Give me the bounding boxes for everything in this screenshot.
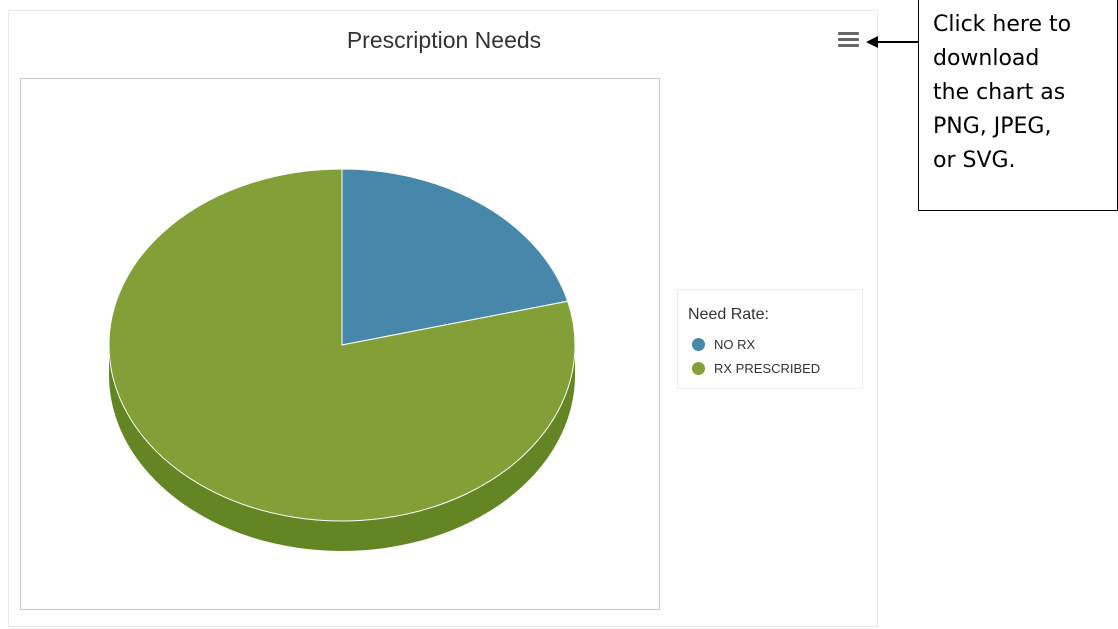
callout-line: the chart as <box>933 80 1066 105</box>
legend-marker <box>692 362 705 375</box>
callout-line: download <box>933 46 1040 71</box>
legend-marker <box>692 338 705 351</box>
plot-area <box>20 78 660 610</box>
callout-text: Click here to download the chart as PNG,… <box>933 8 1117 178</box>
legend-label: NO RX <box>714 337 756 352</box>
legend-title: Need Rate: <box>688 306 769 323</box>
pie-slice-rx-prescribed[interactable] <box>108 168 576 522</box>
pie-slice-no-rx[interactable] <box>341 168 569 346</box>
legend-label: RX PRESCRIBED <box>714 361 821 376</box>
pie-chart <box>108 168 576 551</box>
hamburger-menu-icon <box>838 32 859 47</box>
callout-arrow-icon <box>866 36 918 48</box>
pie-slice-side-rx-prescribed <box>109 345 575 551</box>
legend: Need Rate: NO RX RX PRESCRIBED <box>677 289 863 389</box>
callout-line: Click here to <box>933 12 1072 37</box>
callout-line: PNG, JPEG, <box>933 114 1052 139</box>
chart-export-menu-button[interactable] <box>832 26 866 56</box>
chart-title: Prescription Needs <box>346 27 542 53</box>
callout-line: or SVG. <box>933 148 1016 173</box>
callout-box: Click here to download the chart as PNG,… <box>918 0 1118 211</box>
